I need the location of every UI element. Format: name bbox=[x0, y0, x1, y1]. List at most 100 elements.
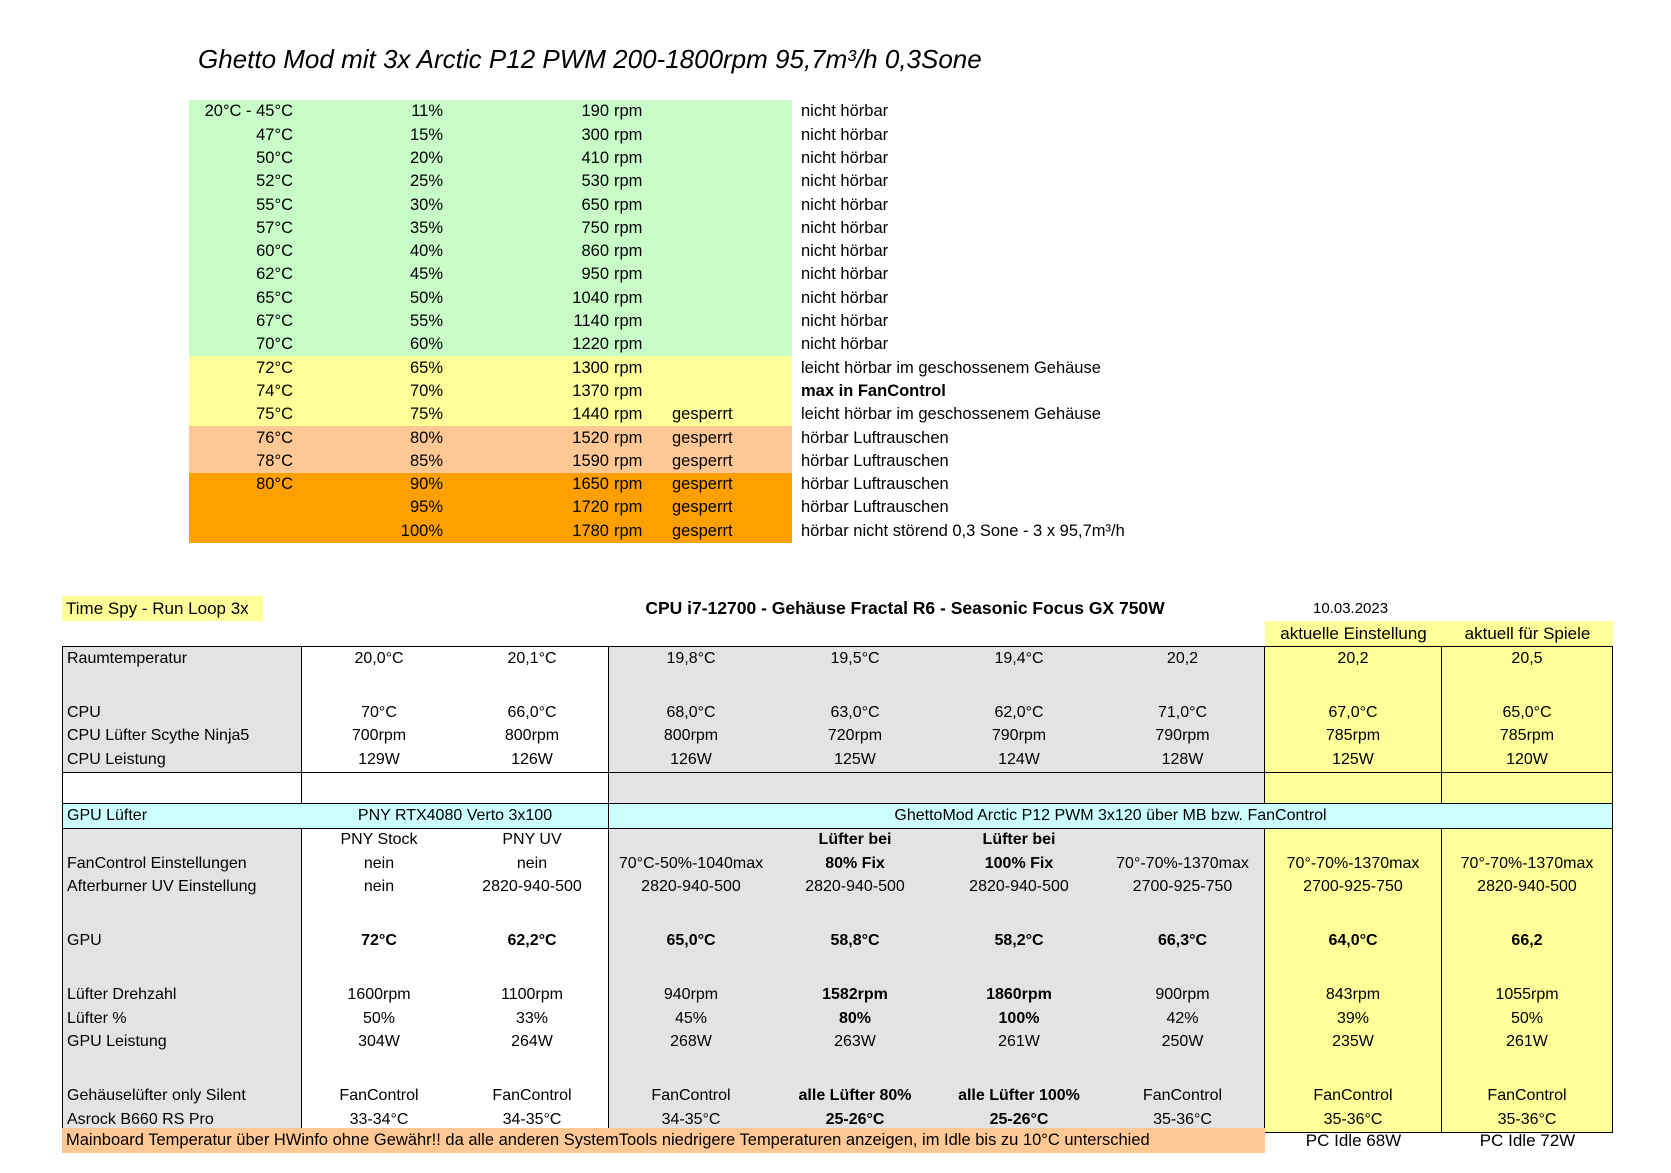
row-label: Raumtemperatur bbox=[62, 647, 302, 671]
fan-locked-cell: gesperrt bbox=[672, 475, 733, 494]
value-cell bbox=[773, 899, 937, 930]
fan-locked-cell: gesperrt bbox=[672, 405, 733, 424]
fan-rpm-cell: 1440 bbox=[572, 405, 609, 424]
benchmark-row: Asrock B660 RS Pro 33-34°C 34-35°C 34-35°C 2… bbox=[62, 1108, 1613, 1133]
value-cell: 58,8°C bbox=[773, 929, 937, 953]
fan-percent-cell: 90% bbox=[409, 475, 443, 494]
value-cell: 70°-70%-1370max bbox=[1101, 852, 1265, 876]
fan-temp-cell: 75°C bbox=[256, 405, 293, 424]
fan-rpm-cell: 1780 bbox=[572, 521, 609, 540]
fan-curve-row-block: 47°C 15% 300 rpm bbox=[189, 123, 792, 147]
fan-rpm-cell: 1300 bbox=[572, 358, 609, 377]
fan-note-cell: nicht hörbar bbox=[801, 218, 889, 237]
fan-temp-cell: 65°C bbox=[256, 288, 293, 307]
fan-curve-row: 52°C 25% 530 rpm nicht hörbar bbox=[189, 169, 1125, 194]
fan-note-cell: nicht hörbar bbox=[801, 172, 889, 191]
row-label: Lüfter % bbox=[62, 1007, 302, 1031]
fan-rpm-unit-label: rpm bbox=[614, 428, 643, 447]
row-label bbox=[62, 772, 302, 803]
fan-rpm-unit-label: rpm bbox=[614, 521, 643, 540]
value-cell bbox=[1442, 828, 1613, 852]
value-cell: 250W bbox=[1101, 1030, 1265, 1054]
value-cell: 261W bbox=[937, 1030, 1101, 1054]
value-cell: 100% Fix bbox=[937, 852, 1101, 876]
value-cell: 35-36°C bbox=[1101, 1108, 1265, 1132]
fan-curve-row-block: 95% 1720 rpm gesperrt bbox=[189, 496, 792, 520]
value-cell bbox=[609, 772, 773, 803]
value-cell: 2820-940-500 bbox=[609, 875, 773, 899]
fan-curve-row-block: 67°C 55% 1140 rpm bbox=[189, 309, 792, 333]
value-cell: alle Lüfter 80% bbox=[773, 1084, 937, 1108]
fan-note-cell: hörbar Luftrauschen bbox=[801, 451, 949, 470]
fan-rpm-unit-label: rpm bbox=[614, 195, 643, 214]
fan-percent-cell: 80% bbox=[409, 428, 443, 447]
fan-percent-cell: 100% bbox=[400, 521, 443, 540]
value-cell: 25-26°C bbox=[773, 1108, 937, 1132]
fan-rpm-unit-label: rpm bbox=[614, 405, 643, 424]
benchmark-row: Lüfter % 50% 33% 45% 80% 100% 42% 39% 50% bbox=[62, 1007, 1613, 1031]
value-cell: 42% bbox=[1101, 1007, 1265, 1031]
fan-locked-cell: gesperrt bbox=[672, 521, 733, 540]
value-cell: 125W bbox=[1265, 748, 1442, 772]
fan-curve-row-block: 50°C 20% 410 rpm bbox=[189, 146, 792, 170]
value-cell: 70°-70%-1370max bbox=[1442, 852, 1613, 876]
value-cell bbox=[937, 772, 1101, 803]
fan-temp-cell: 55°C bbox=[256, 195, 293, 214]
fan-percent-cell: 45% bbox=[409, 265, 443, 284]
fan-curve-row: 47°C 15% 300 rpm nicht hörbar bbox=[189, 123, 1125, 147]
value-cell: 70°C-50%-1040max bbox=[609, 852, 773, 876]
row-label bbox=[62, 1054, 302, 1085]
fan-note-cell: max in FanControl bbox=[801, 381, 946, 400]
pc-idle-current: PC Idle 68W bbox=[1305, 1130, 1402, 1150]
value-cell: 1100rpm bbox=[456, 983, 609, 1007]
fan-curve-row: 70°C 60% 1220 rpm nicht hörbar bbox=[189, 332, 1125, 357]
value-cell: PNY Stock bbox=[302, 828, 456, 852]
fan-temp-cell: 60°C bbox=[256, 242, 293, 261]
fan-note-cell: nicht hörbar bbox=[801, 335, 889, 354]
fan-percent-cell: 15% bbox=[409, 125, 443, 144]
fan-curve-row: 62°C 45% 950 rpm nicht hörbar bbox=[189, 263, 1125, 287]
row-label: CPU bbox=[62, 701, 302, 725]
value-cell: 70°C bbox=[302, 701, 456, 725]
value-cell: 50% bbox=[1442, 1007, 1613, 1031]
value-cell bbox=[937, 953, 1101, 984]
value-cell: 235W bbox=[1265, 1030, 1442, 1054]
value-cell bbox=[1101, 772, 1265, 803]
fan-rpm-unit-label: rpm bbox=[614, 265, 643, 284]
fan-percent-cell: 55% bbox=[409, 312, 443, 331]
value-cell: 65,0°C bbox=[1442, 701, 1613, 725]
gpu-fan-merged-row: GPU Lüfter PNY RTX4080 Verto 3x100 GhettoM… bbox=[62, 803, 1613, 829]
fan-percent-cell: 20% bbox=[409, 148, 443, 167]
mainboard-note: Mainboard Temperatur über HWinfo ohne Ge… bbox=[62, 1127, 1265, 1153]
system-header: CPU i7-12700 - Gehäuse Fractal R6 - Seas… bbox=[645, 598, 1165, 618]
fan-percent-cell: 65% bbox=[409, 358, 443, 377]
row-label bbox=[62, 899, 302, 930]
value-cell: 25-26°C bbox=[937, 1108, 1101, 1132]
value-cell bbox=[609, 670, 773, 701]
benchmark-row: GPU Leistung 304W 264W 268W 263W 261W 250W 235W… bbox=[62, 1030, 1613, 1054]
value-cell: 124W bbox=[937, 748, 1101, 772]
fan-rpm-cell: 1220 bbox=[572, 335, 609, 354]
fan-locked-cell: gesperrt bbox=[672, 451, 733, 470]
fan-note-cell: nicht hörbar bbox=[801, 312, 889, 331]
value-cell: 66,0°C bbox=[456, 701, 609, 725]
fan-rpm-unit-label: rpm bbox=[614, 312, 643, 331]
fan-rpm-unit-label: rpm bbox=[614, 358, 643, 377]
value-cell bbox=[773, 670, 937, 701]
value-cell bbox=[1101, 953, 1265, 984]
value-cell: 62,0°C bbox=[937, 701, 1101, 725]
benchmark-row: Lüfter Drehzahl 1600rpm 1100rpm 940rpm 1582r… bbox=[62, 983, 1613, 1007]
value-cell: 20,0°C bbox=[302, 647, 456, 671]
value-cell: 785rpm bbox=[1442, 724, 1613, 748]
value-cell bbox=[456, 772, 609, 803]
value-cell: 67,0°C bbox=[1265, 701, 1442, 725]
benchmark-row: CPU Leistung 129W 126W 126W 125W 124W 128W 125W… bbox=[62, 748, 1613, 773]
fan-note-cell: nicht hörbar bbox=[801, 102, 889, 121]
value-cell: 20,1°C bbox=[456, 647, 609, 671]
highlight-column-headers: aktuelle Einstellung aktuell für Spiele bbox=[1265, 621, 1613, 646]
fan-rpm-unit-label: rpm bbox=[614, 218, 643, 237]
value-cell bbox=[609, 899, 773, 930]
gpu-fan-mod-span: GhettoMod Arctic P12 PWM 3x120 über MB b… bbox=[609, 804, 1613, 828]
value-cell bbox=[1101, 828, 1265, 852]
current-setting-header: aktuelle Einstellung bbox=[1280, 623, 1427, 643]
